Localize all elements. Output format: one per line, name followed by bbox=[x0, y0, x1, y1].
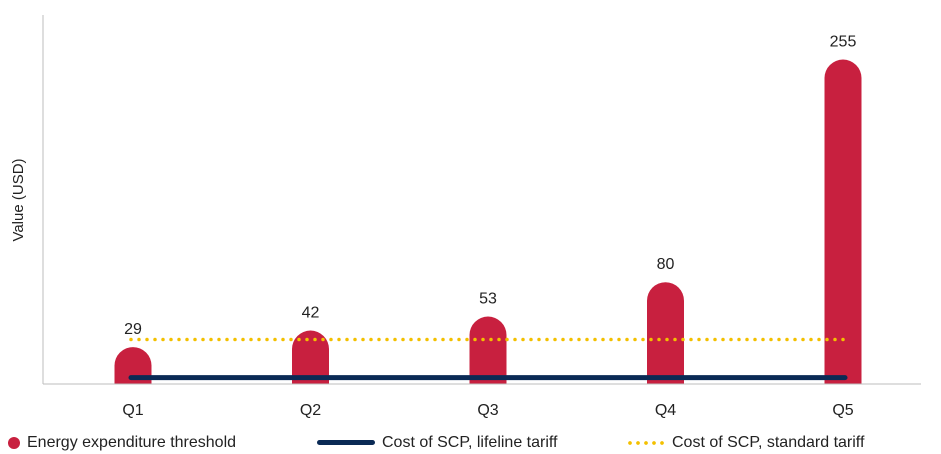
legend-label-threshold: Energy expenditure threshold bbox=[27, 433, 237, 451]
legend-item-lifeline: Cost of SCP, lifeline tariff bbox=[317, 431, 558, 454]
bar-q3 bbox=[469, 316, 507, 384]
y-axis-title: Value (USD) bbox=[10, 158, 27, 241]
data-label-q4: 80 bbox=[657, 256, 675, 273]
data-label-q3: 53 bbox=[479, 291, 497, 308]
data-label-q2: 42 bbox=[302, 305, 320, 322]
lines-layer bbox=[128, 337, 849, 381]
x-tick-label-q3: Q3 bbox=[477, 402, 498, 419]
bar-q4 bbox=[647, 282, 684, 384]
legend-label-standard: Cost of SCP, standard tariff bbox=[672, 433, 865, 451]
bar-q2 bbox=[292, 330, 329, 384]
x-tick-label-q4: Q4 bbox=[655, 402, 676, 419]
legend-item-standard: Cost of SCP, standard tariff bbox=[626, 431, 864, 454]
bar-q5 bbox=[824, 59, 862, 385]
legend-label-lifeline: Cost of SCP, lifeline tariff bbox=[382, 433, 558, 451]
legend-swatch-dotted-line bbox=[626, 440, 666, 445]
bars-layer bbox=[114, 59, 862, 385]
data-label-q5: 255 bbox=[830, 34, 857, 51]
data-labels: 29 42 53 80 255 bbox=[124, 34, 856, 339]
chart: Value (USD) Q1 Q2 Q3 Q4 Q5 29 42 53 80 255 bbox=[10, 15, 921, 419]
legend-swatch-bar bbox=[8, 436, 20, 449]
bar-q1 bbox=[114, 347, 152, 384]
legend: Energy expenditure threshold Cost of SCP… bbox=[0, 431, 941, 454]
x-tick-label-q1: Q1 bbox=[122, 402, 143, 419]
legend-item-threshold: Energy expenditure threshold bbox=[8, 431, 236, 454]
x-tick-labels: Q1 Q2 Q3 Q4 Q5 bbox=[122, 402, 853, 419]
legend-swatch-solid-line bbox=[317, 440, 375, 445]
x-tick-label-q2: Q2 bbox=[300, 402, 321, 419]
x-tick-label-q5: Q5 bbox=[832, 402, 853, 419]
data-label-q1: 29 bbox=[124, 321, 142, 338]
